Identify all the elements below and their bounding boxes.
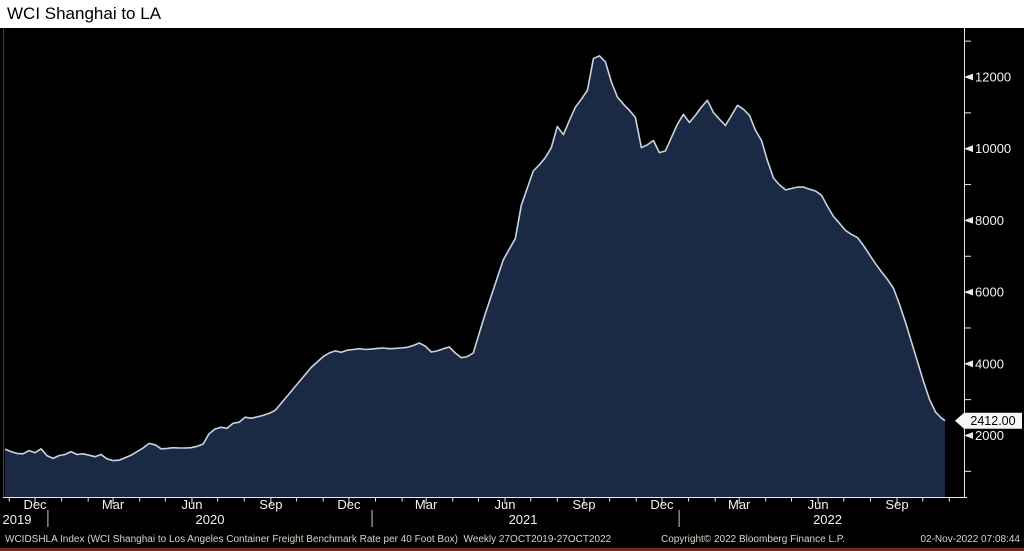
x-tick-label: Jun [181,497,202,512]
year-label: 2020 [196,512,225,527]
x-tick-label: Jun [495,497,516,512]
x-tick-label: Dec [23,497,47,512]
last-price-badge [955,412,1022,429]
x-tick-label: Sep [572,497,595,512]
bottom-divider [0,548,1024,551]
x-tick-label: Dec [337,497,361,512]
x-tick-label: Mar [728,497,751,512]
year-label: 2021 [509,512,538,527]
y-tick-label: 8000 [975,213,1004,228]
footer-description: WCIDSHLA Index (WCI Shanghai to Los Ange… [5,534,612,545]
y-tick-label: 4000 [975,356,1004,371]
year-label: 2019 [3,512,32,527]
footer-copyright: Copyright© 2022 Bloomberg Finance L.P. [661,534,845,545]
x-tick-label: Sep [259,497,282,512]
y-major-tick [964,432,973,439]
x-tick-label: Sep [885,497,908,512]
x-tick-label: Mar [102,497,125,512]
price-line [4,55,946,462]
last-price-label: 2412.00 [970,414,1015,428]
y-tick-label: 12000 [975,70,1011,85]
y-tick-label: 2000 [975,428,1004,443]
y-major-tick [964,360,973,368]
page-title: WCI Shanghai to LA [7,4,162,23]
footer-bar: WCIDSHLA Index (WCI Shanghai to Los Ange… [0,531,1024,548]
area-fill [5,55,945,498]
y-tick-label: 6000 [975,285,1004,300]
y-major-tick [964,288,973,296]
y-major-tick [964,217,973,224]
y-major-tick [964,145,973,153]
title-bar: WCI Shanghai to LA [0,0,1024,28]
x-tick-label: Dec [650,497,674,512]
year-label: 2022 [813,512,842,527]
x-tick-label: Mar [415,497,438,512]
y-major-tick [964,73,973,81]
x-tick-label: Jun [808,497,829,512]
footer-timestamp: 02-Nov-2022 07:08:44 [920,534,1020,545]
y-tick-label: 10000 [975,141,1011,156]
price-chart[interactable]: Dec Mar Jun Sep Dec Mar Jun Sep Dec Mar Jun Sep 2019… [0,28,1024,531]
